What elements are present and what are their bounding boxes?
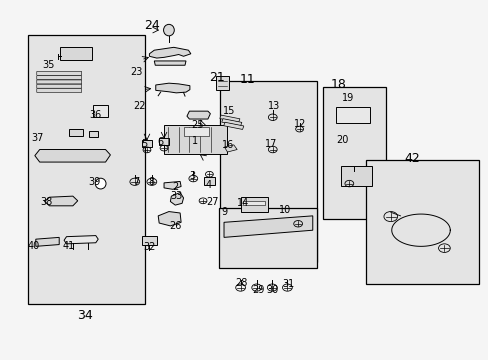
Bar [241, 197, 267, 212]
Text: 39: 39 [88, 177, 101, 187]
Text: 33: 33 [170, 191, 182, 201]
Text: 41: 41 [62, 240, 75, 251]
Polygon shape [36, 237, 59, 246]
Bar [243, 201, 264, 205]
Bar [183, 127, 208, 136]
Text: 42: 42 [404, 152, 420, 165]
Text: 36: 36 [89, 111, 102, 121]
Bar [366, 160, 478, 284]
Text: 24: 24 [143, 19, 160, 32]
FancyBboxPatch shape [37, 76, 81, 80]
Text: 29: 29 [252, 285, 264, 296]
Text: 38: 38 [40, 197, 52, 207]
Text: 12: 12 [294, 120, 306, 129]
Bar [142, 236, 157, 245]
Bar [163, 126, 227, 154]
Text: 16: 16 [222, 140, 234, 150]
Text: 4: 4 [205, 180, 211, 190]
Text: 25: 25 [190, 121, 203, 130]
Polygon shape [224, 216, 312, 237]
Text: 31: 31 [282, 279, 294, 289]
Text: 9: 9 [221, 207, 226, 217]
Text: 32: 32 [143, 242, 155, 252]
Polygon shape [44, 196, 78, 206]
Bar [27, 35, 144, 304]
Bar [335, 107, 369, 123]
Text: 6: 6 [157, 138, 163, 147]
Bar [142, 140, 152, 147]
Polygon shape [158, 212, 181, 226]
FancyBboxPatch shape [37, 71, 81, 75]
Polygon shape [186, 111, 210, 119]
Text: 37: 37 [31, 133, 43, 143]
Text: 2: 2 [172, 182, 178, 192]
FancyBboxPatch shape [37, 80, 81, 84]
Text: 27: 27 [206, 197, 219, 207]
Bar [218, 208, 316, 268]
Bar [224, 122, 244, 130]
Text: 30: 30 [266, 285, 278, 296]
Bar [93, 105, 108, 117]
Text: 10: 10 [278, 206, 290, 216]
Bar [220, 115, 240, 122]
Text: 18: 18 [330, 78, 346, 91]
Polygon shape [64, 235, 98, 244]
Text: 1: 1 [191, 136, 198, 146]
Bar [340, 166, 372, 185]
Bar [89, 131, 98, 137]
Bar [69, 130, 83, 136]
Text: 28: 28 [235, 278, 247, 288]
Text: 3: 3 [189, 171, 195, 181]
Polygon shape [35, 149, 110, 162]
Polygon shape [224, 145, 237, 152]
Text: 34: 34 [77, 309, 93, 322]
Text: 40: 40 [28, 240, 40, 251]
Text: 20: 20 [335, 135, 347, 145]
Text: 14: 14 [236, 198, 249, 208]
Text: 8: 8 [148, 177, 155, 187]
Text: 15: 15 [222, 106, 235, 116]
Bar [222, 119, 242, 126]
Text: 22: 22 [133, 102, 145, 112]
Text: 11: 11 [240, 73, 255, 86]
Text: 21: 21 [208, 71, 224, 84]
FancyBboxPatch shape [37, 84, 81, 88]
Bar [203, 177, 214, 185]
Polygon shape [170, 193, 183, 205]
Ellipse shape [95, 178, 106, 189]
Text: 23: 23 [130, 67, 142, 77]
Text: 5: 5 [141, 139, 147, 149]
Polygon shape [149, 47, 190, 58]
FancyBboxPatch shape [37, 89, 81, 93]
Bar [61, 48, 92, 60]
Text: 7: 7 [133, 177, 139, 187]
Ellipse shape [163, 24, 174, 36]
Polygon shape [156, 83, 189, 93]
Text: 13: 13 [267, 102, 279, 112]
Text: 17: 17 [264, 139, 277, 149]
Bar [215, 76, 229, 90]
Text: 35: 35 [42, 59, 55, 69]
Bar [220, 81, 316, 262]
Polygon shape [154, 61, 185, 65]
Bar [322, 87, 385, 220]
Bar [158, 138, 169, 145]
Polygon shape [163, 181, 181, 189]
Text: 19: 19 [342, 93, 354, 103]
Text: 26: 26 [169, 221, 181, 231]
